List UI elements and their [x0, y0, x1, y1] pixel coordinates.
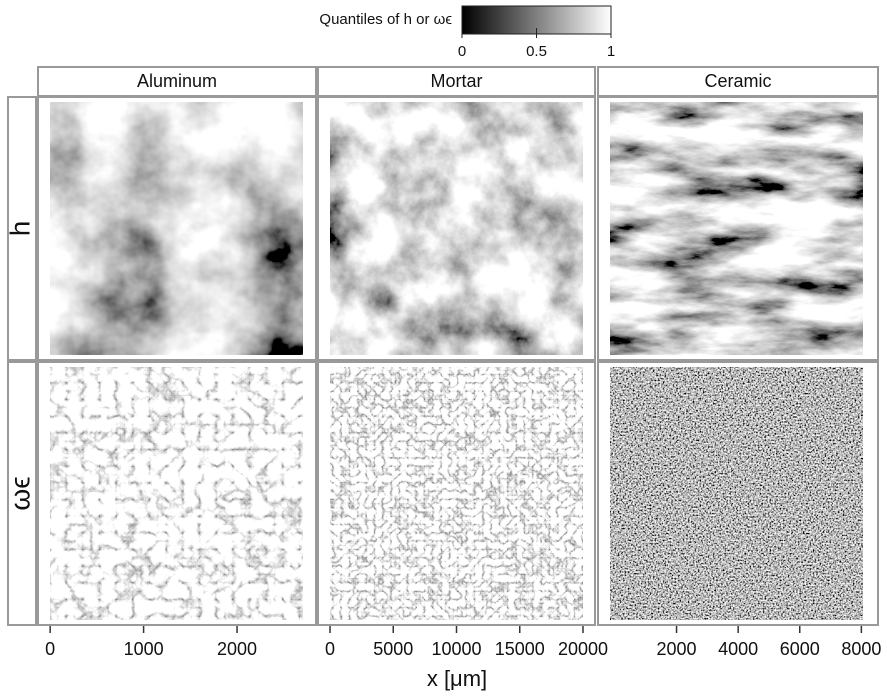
surface-image [50, 102, 303, 355]
x-tick-label: 8000 [841, 639, 881, 659]
surface-image [610, 367, 863, 620]
colorbar-title: Quantiles of h or ωϵ [319, 11, 452, 28]
row-label: h [4, 221, 35, 237]
x-tick-label: 4000 [718, 639, 758, 659]
x-tick-label: 0 [325, 639, 335, 659]
x-tick-label: 1000 [124, 639, 164, 659]
surface-image [50, 367, 303, 620]
x-tick-label: 15000 [495, 639, 545, 659]
colorbar-tick-label: 1 [607, 43, 615, 60]
x-tick-label: 5000 [373, 639, 413, 659]
x-tick-label: 2000 [657, 639, 697, 659]
surface-image [610, 102, 863, 355]
x-axis-label: x [μm] [427, 666, 487, 691]
colorbar-tick-label: 0 [458, 43, 466, 60]
row-strip [7, 361, 37, 626]
x-tick-label: 2000 [217, 639, 257, 659]
surface-image [330, 367, 583, 620]
column-strip [317, 66, 596, 97]
x-tick-label: 10000 [431, 639, 481, 659]
surface-image [330, 102, 583, 355]
row-strip [7, 96, 37, 361]
column-label: Ceramic [704, 71, 771, 91]
x-tick-label: 6000 [780, 639, 820, 659]
column-label: Mortar [430, 71, 482, 91]
row-label: ωϵ [4, 476, 35, 510]
colorbar-tick-label: 0.5 [526, 43, 547, 60]
x-tick-label: 20000 [558, 639, 608, 659]
column-strip [597, 66, 879, 97]
x-tick-label: 0 [45, 639, 55, 659]
column-label: Aluminum [137, 71, 217, 91]
